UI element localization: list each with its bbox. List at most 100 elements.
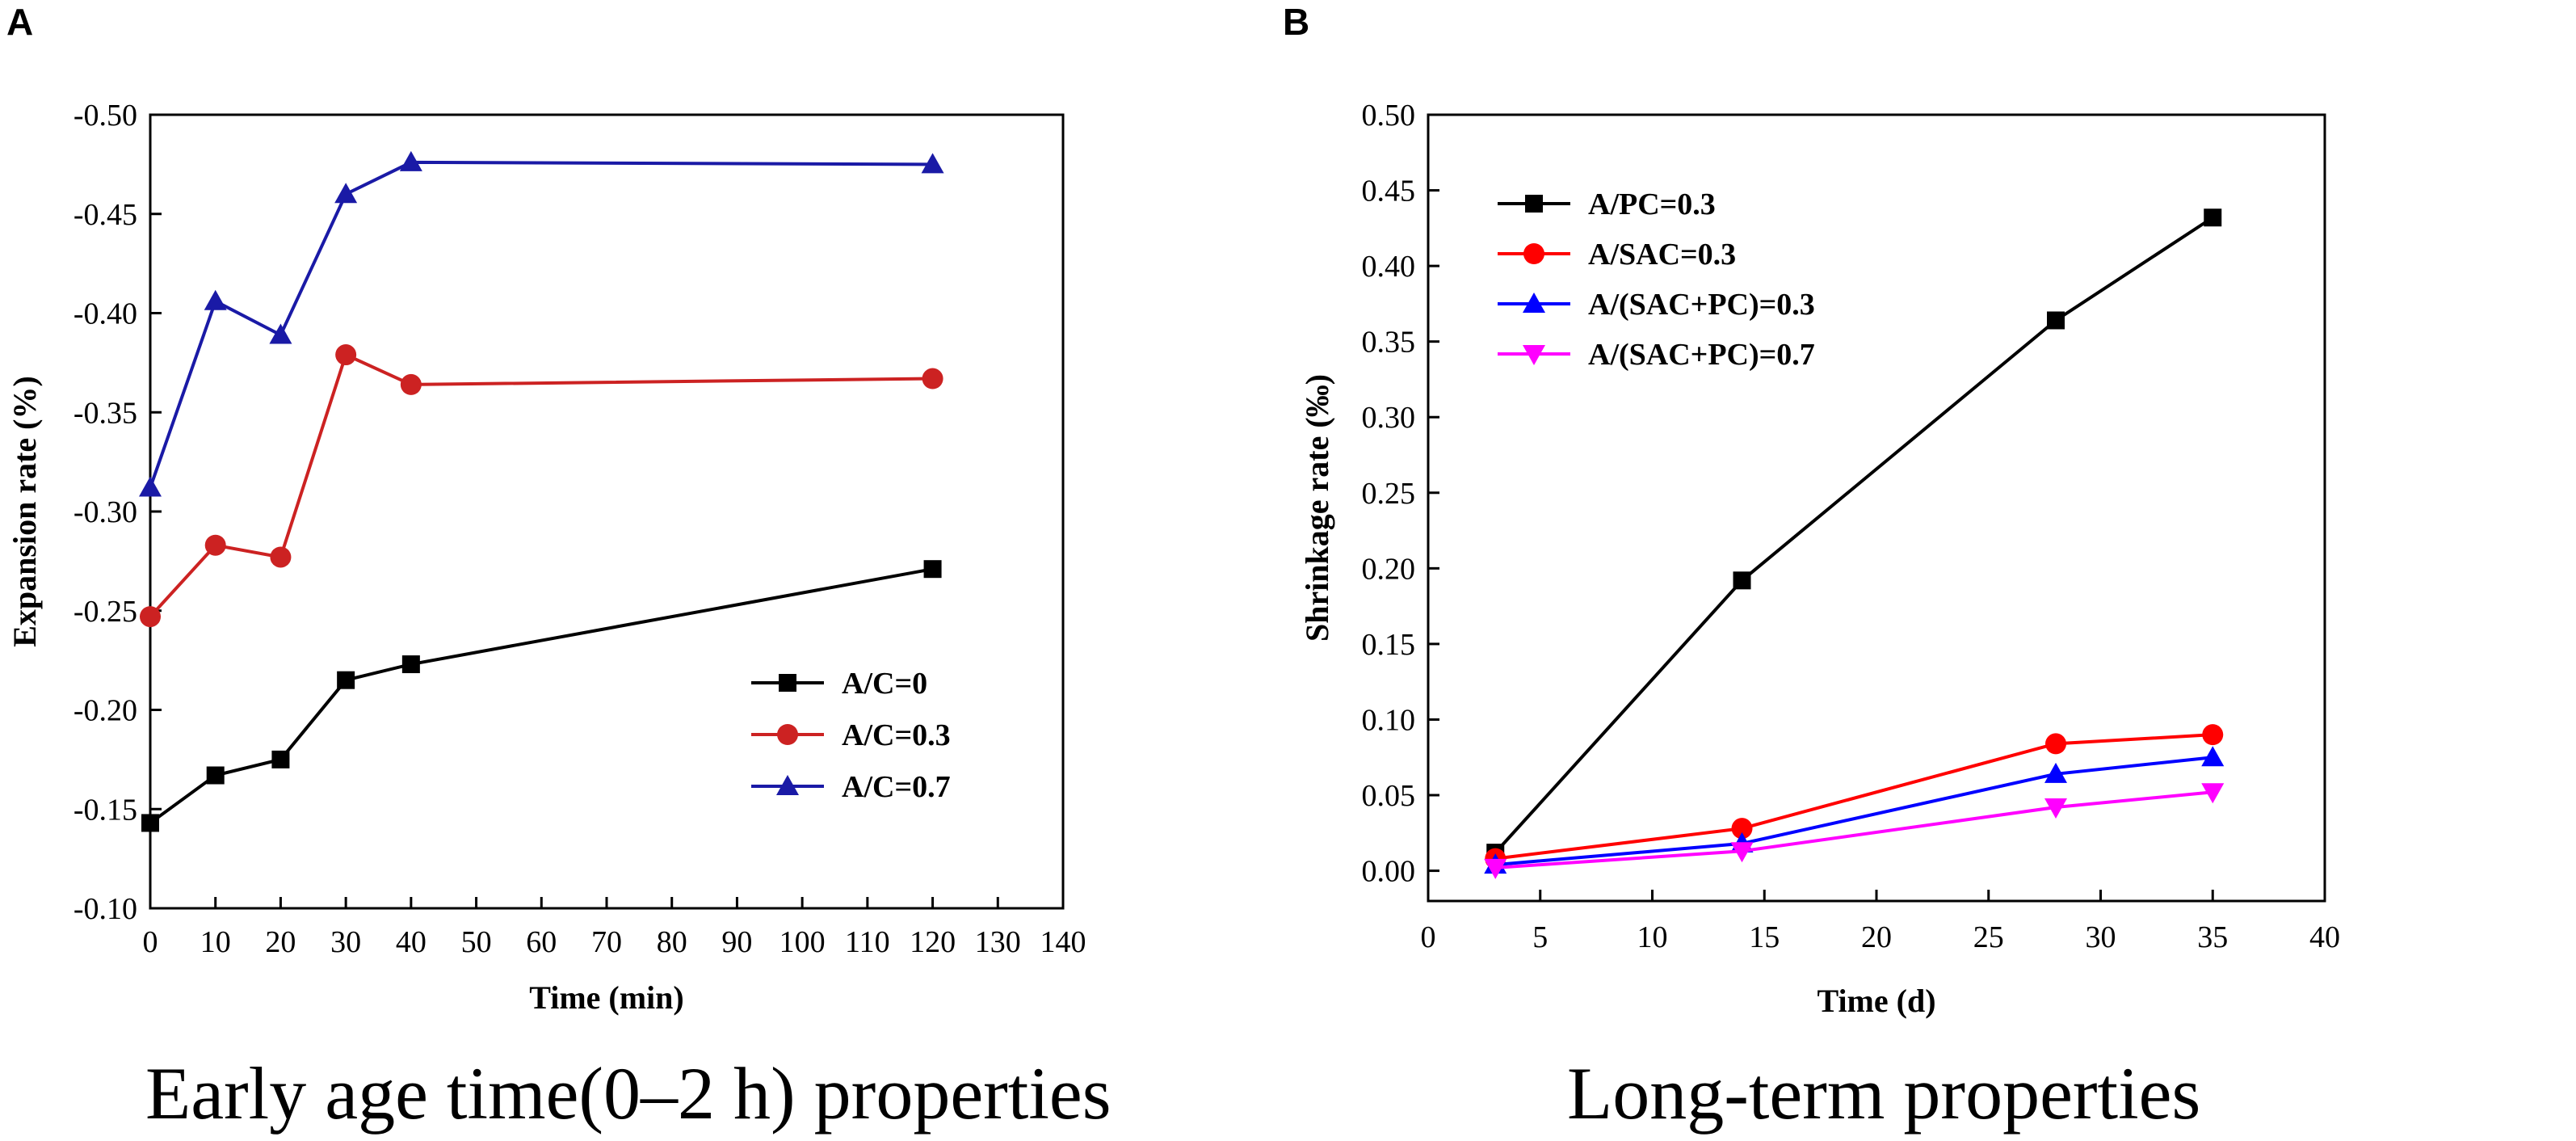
chart1-xtick-label: 70: [591, 925, 622, 959]
chart2-series-4-line: [1495, 790, 2213, 869]
chart2-series-4-point: [1730, 842, 1754, 863]
chart1-series-3-point: [204, 289, 227, 310]
chart2-series-2-line: [1495, 733, 2213, 861]
chart2-ytick-label: 0.00: [1362, 855, 1416, 889]
chart2-legend-marker: [1525, 195, 1543, 213]
chart1-xtick-label: 110: [845, 925, 890, 959]
chart1-ytick-label: -0.10: [74, 892, 137, 926]
chart2-xtick-label: 10: [1637, 920, 1668, 954]
chart1-series-2-point: [140, 606, 161, 628]
chart1-xtick-label: 120: [910, 925, 956, 959]
chart1-series-2-point: [400, 373, 422, 395]
chart2-legend-marker: [1523, 345, 1545, 365]
chart2-series-2-point: [2045, 733, 2066, 755]
chart2-series-4-point: [1484, 858, 1507, 879]
chart1-series-3-point: [269, 323, 292, 344]
chart1-series-2-point: [335, 344, 357, 366]
chart1-series-3-point: [921, 153, 944, 174]
chart2-xlabel: Time (d): [1817, 983, 1935, 1019]
chart1-ytick-label: -0.20: [74, 694, 137, 728]
chart2-ytick-label: 0.40: [1362, 250, 1416, 284]
chart1-xtick-label: 100: [780, 925, 826, 959]
chart1-legend-marker: [777, 724, 798, 745]
chart1-series-2-line: [149, 352, 933, 618]
chart1-xtick-label: 0: [143, 925, 158, 959]
chart1-xlabel: Time (min): [529, 979, 683, 1016]
chart1-xtick-label: 20: [265, 925, 296, 959]
chart2-xtick-label: 40: [2309, 920, 2340, 954]
chart1-series-2-point: [922, 368, 943, 389]
chart1-ylabel: Expansion rate (%): [6, 376, 43, 647]
chart1-series-3-point: [139, 476, 162, 497]
chart2-series-4-point: [2044, 798, 2067, 819]
chart1-ytick-label: -0.50: [74, 99, 137, 133]
chart2-ytick-label: 0.10: [1362, 703, 1416, 737]
chart1-xtick-label: 140: [1040, 925, 1086, 959]
chart1-ytick-label: -0.25: [74, 595, 137, 629]
chart1-series-1-point: [401, 655, 420, 674]
chart1-xtick-label: 40: [396, 925, 427, 959]
chart2-legend-label: A/PC=0.3: [1588, 187, 1716, 221]
chart1-series-1-point: [337, 671, 355, 689]
chart1-legend-label: A/C=0: [842, 667, 927, 701]
chart2-ytick-label: 0.25: [1362, 477, 1416, 511]
chart2-series-2-point: [2202, 724, 2224, 746]
charts-canvas: 0 10 20 30 40 50 60 70 80 90 100 110 120 130 140-0.10-…: [6, 99, 2340, 1019]
chart1-series-1-line: [149, 567, 933, 825]
chart2-ytick-label: 0.30: [1362, 401, 1416, 435]
chart2-ytick-label: 0.05: [1362, 779, 1416, 813]
chart1-series-1-point: [271, 750, 290, 768]
chart2-xtick-label: 35: [2197, 920, 2228, 954]
chart1-series-1-point: [141, 814, 159, 832]
chart1-ytick-label: -0.35: [74, 396, 137, 430]
chart1-ytick-label: -0.30: [74, 495, 137, 529]
chart2-legend-label: A/(SAC+PC)=0.7: [1588, 338, 1815, 372]
chart1-series-3-point: [334, 183, 358, 204]
chart1-series-3-line: [149, 160, 933, 489]
chart2-series-2-point: [1731, 818, 1753, 840]
chart1-xtick-label: 50: [461, 925, 492, 959]
chart1-series-3-point: [399, 150, 422, 171]
chart2-xtick-label: 0: [1421, 920, 1436, 954]
chart1-legend-label: A/C=0.7: [842, 770, 951, 804]
chart2-legend-label: A/SAC=0.3: [1588, 238, 1736, 272]
chart2-series-1-point: [2047, 311, 2065, 330]
panel-b-letter: B: [1283, 1, 1310, 43]
chart2-series-4-point: [2201, 783, 2225, 804]
chart2-series-3-point: [2044, 762, 2067, 783]
chart2-ytick-label: 0.50: [1362, 99, 1416, 133]
chart1-series-2-point: [204, 534, 226, 556]
chart1-xtick-label: 10: [200, 925, 231, 959]
chart2-xtick-label: 30: [2086, 920, 2116, 954]
chart2-xtick-label: 20: [1861, 920, 1892, 954]
chart2-ytick-label: 0.20: [1362, 552, 1416, 586]
chart1-series-1-point: [206, 766, 225, 785]
chart2-series-1-point: [1733, 571, 1751, 590]
chart2-xtick-label: 15: [1749, 920, 1780, 954]
chart1-legend-label: A/C=0.3: [842, 718, 951, 752]
chart1-xtick-label: 60: [526, 925, 557, 959]
chart2-xtick-label: 5: [1532, 920, 1548, 954]
chart2-series-1-point: [2204, 208, 2222, 227]
panel-a-letter: A: [6, 1, 34, 43]
chart2-ytick-label: 0.15: [1362, 628, 1416, 662]
chart1-ytick-label: -0.40: [74, 297, 137, 331]
chart2-legend-label: A/(SAC+PC)=0.3: [1588, 288, 1815, 322]
chart2-series-1-line: [1494, 216, 2214, 854]
chart1-ytick-label: -0.15: [74, 793, 137, 827]
caption-a: Early age time(0–2 h) properties: [145, 1052, 1112, 1135]
chart1-series-1-point: [923, 560, 942, 579]
chart1-xtick-label: 90: [721, 925, 752, 959]
chart1-legend-marker: [776, 775, 799, 795]
caption-b: Long-term properties: [1567, 1052, 2201, 1135]
chart1-ytick-label: -0.45: [74, 198, 137, 232]
chart2-xtick-label: 25: [1973, 920, 2004, 954]
chart2-legend-marker: [1523, 243, 1544, 264]
chart2-series-3-line: [1495, 756, 2213, 867]
chart1-xtick-label: 80: [657, 925, 687, 959]
chart2-legend-marker: [1523, 293, 1545, 313]
chart1-xtick-label: 30: [330, 925, 361, 959]
chart1-legend-marker: [779, 674, 796, 692]
chart2-ytick-label: 0.35: [1362, 326, 1416, 360]
chart2-ylabel: Shrinkage rate (‰): [1299, 374, 1335, 642]
